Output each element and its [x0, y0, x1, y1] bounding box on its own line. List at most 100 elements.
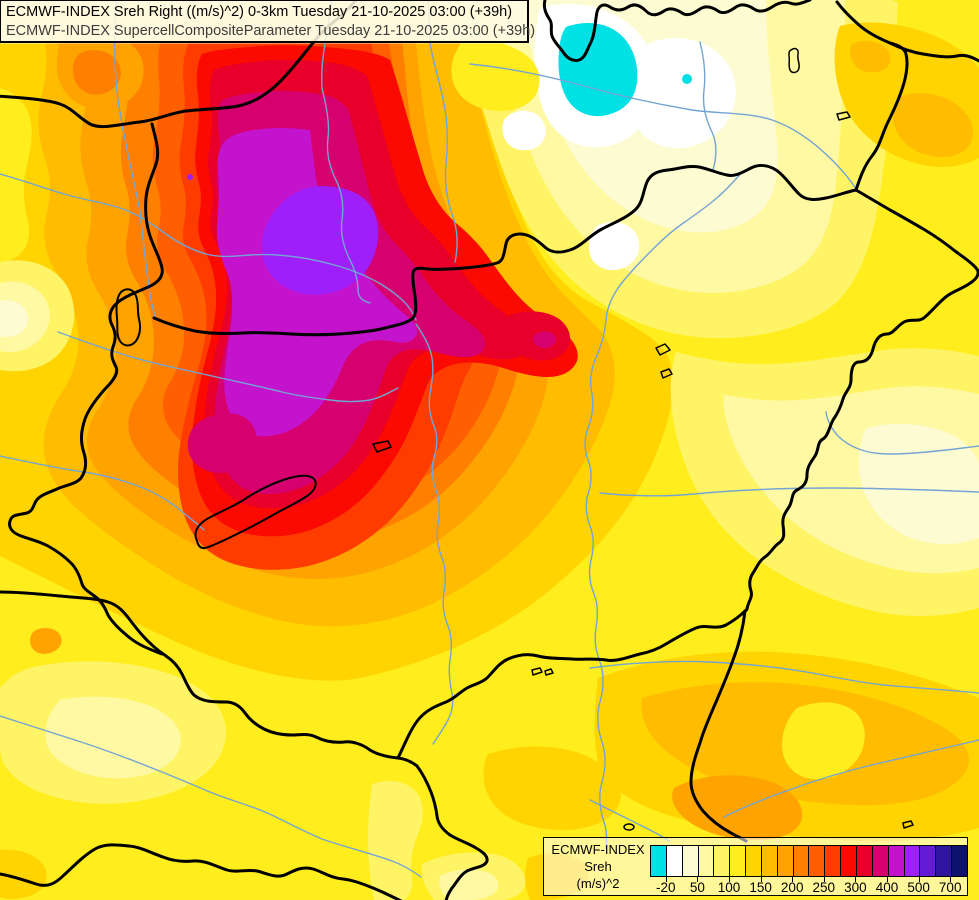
border-rs-ro [689, 609, 748, 843]
legend-cell-9 [793, 846, 810, 876]
contour-violet [261, 186, 379, 295]
legend-tickmark [950, 876, 952, 882]
lake-layer [115, 47, 914, 831]
legend-cell-13 [856, 846, 873, 876]
pale-s-2a [368, 781, 423, 900]
legend-cell-1 [666, 846, 683, 876]
river-danube [415, 323, 454, 745]
legend-parameter: Sreh [584, 859, 612, 874]
legend-tick-label: 500 [907, 880, 930, 895]
legend-colorbar [650, 845, 968, 877]
legend-tickmark [823, 876, 825, 882]
lake-velence [372, 440, 392, 453]
legend-cell-19 [952, 846, 967, 876]
legend-cell-11 [825, 846, 842, 876]
contour-magenta-east-dot [532, 331, 556, 349]
legend-cell-4 [714, 846, 731, 876]
legend-cell-7 [761, 846, 778, 876]
gold-corner-sw [0, 849, 47, 900]
lake-s-3 [623, 823, 635, 831]
legend-tickmark [665, 876, 667, 882]
river-sw-small [589, 799, 670, 842]
lake-ua-1 [788, 47, 800, 74]
legend-cell-16 [904, 846, 921, 876]
legend-cell-8 [777, 846, 794, 876]
legend-tickmark [760, 876, 762, 882]
border-at-hu-si [8, 122, 164, 656]
lake-s-2 [544, 668, 554, 676]
river-ne-short [699, 41, 717, 171]
border-sava [0, 843, 403, 900]
river-morava [114, 0, 157, 321]
pale-s-1b [45, 696, 181, 779]
legend-cell-3 [698, 846, 715, 876]
legend-cell-5 [730, 846, 747, 876]
river-drava [0, 715, 422, 878]
legend-tick-label: 200 [780, 880, 804, 895]
legend-tickmark [792, 876, 794, 882]
river-vah [320, 0, 371, 304]
yellow-se-wedge [782, 702, 865, 780]
border-hu-ro [743, 188, 979, 613]
border-hr-rs-danube [415, 764, 489, 900]
legend-cell-6 [746, 846, 762, 876]
river-ne-long [469, 63, 857, 190]
title-box: ECMWF-INDEX Sreh Right ((m/s)^2) 0-3km T… [0, 0, 536, 43]
legend-cell-17 [920, 846, 937, 876]
orange-patch-nw-core [72, 50, 121, 95]
legend-cell-2 [682, 846, 699, 876]
contour-violet-dot [187, 174, 193, 180]
legend-units: (m/s)^2 [576, 876, 620, 891]
legend-product: ECMWF-INDEX [551, 842, 645, 857]
colorbar-legend: ECMWF-INDEX Sreh (m/s)^2 -20 50 100 150 200 2… [543, 837, 968, 896]
legend-tickmark [697, 876, 699, 882]
legend-cell-10 [809, 846, 826, 876]
legend-cell-14 [872, 846, 889, 876]
legend-tick-label: 700 [938, 880, 962, 895]
orange-se-spot [672, 775, 803, 840]
border-hu-rs [396, 609, 747, 760]
river-tisza [584, 171, 743, 849]
legend-tick-label: 100 [717, 880, 741, 895]
map-title-line2: ECMWF-INDEX SupercellCompositeParameter … [6, 23, 536, 39]
white-patch-4 [502, 110, 546, 151]
orange-spot-sw [30, 627, 62, 654]
border-sk-hu [152, 164, 858, 337]
border-pl-sk [542, 0, 812, 62]
legend-tickmark [918, 876, 920, 882]
white-patch-3 [588, 221, 640, 271]
legend-tick-label: 150 [749, 880, 772, 895]
amber-spot-ne2 [893, 93, 973, 158]
cyan-minimum-blob [558, 23, 638, 117]
amber-spot-ne1 [850, 40, 891, 73]
lake-ua-2 [836, 111, 851, 121]
pale-s-2c [439, 869, 499, 900]
river-layer [0, 0, 979, 878]
yellow-blob-ne [451, 36, 540, 111]
contour-magenta-lower-blob [187, 413, 257, 474]
legend-label-block: ECMWF-INDEX Sreh (m/s)^2 [548, 841, 648, 892]
white-patch-2 [630, 38, 736, 149]
yellow-strip-w [0, 88, 32, 262]
yellow-corner-ne [892, 0, 979, 21]
legend-tick-label: 300 [844, 880, 867, 895]
legend-tick-label: -20 [656, 880, 676, 895]
legend-tickmark [887, 876, 888, 882]
legend-tick-label: 50 [689, 880, 705, 895]
lake-s-4 [902, 820, 914, 829]
river-begej [723, 739, 979, 818]
border-ua-northeast [888, 41, 979, 63]
lake-tisza-1 [655, 343, 671, 356]
river-mura [0, 455, 205, 531]
border-hu-hr [164, 654, 419, 768]
legend-tick-label: 250 [812, 880, 836, 895]
river-koros [599, 487, 979, 497]
river-raba [57, 331, 399, 403]
river-maros [589, 660, 979, 694]
river-danube-upper [0, 173, 417, 321]
legend-tick-label: 400 [875, 880, 899, 895]
lake-neusiedl [115, 288, 141, 347]
